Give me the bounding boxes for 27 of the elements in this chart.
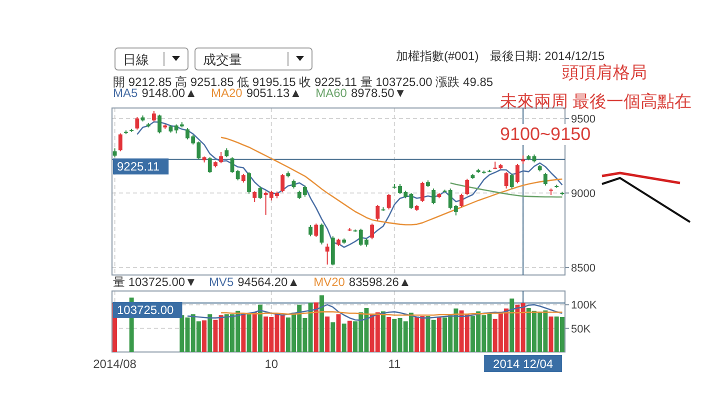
text: 8978.50▼ [350, 86, 406, 100]
x-tick-label: 11 [388, 357, 401, 371]
ref-line-label: 103725.00 [117, 302, 174, 317]
note: 9100~9150 [498, 124, 593, 145]
y-tick-label: 9000 [571, 188, 596, 200]
text: 9051.13▲ [246, 86, 302, 100]
series-label: MV20 [314, 275, 346, 289]
text: 9148.00▲ [142, 86, 197, 100]
chart-subtitle: 最後日期: 2014/12/15 [490, 49, 606, 63]
text: MV5 [208, 275, 234, 289]
x-tick-label: 10 [264, 357, 278, 371]
text: 頭頂肩格局 [562, 63, 647, 82]
dropdown: 日線 [114, 48, 188, 70]
y-tick-label: 8500 [571, 262, 596, 275]
text: 94564.20▲ [238, 275, 300, 289]
text: 量 103725.00▼ [113, 275, 197, 289]
text: 開 9212.85 高 9251.85 低 9195.15 收 9225.11 量 103725.00 漲跌 49.85 [113, 75, 494, 89]
y-tick-label: 100K [571, 300, 598, 312]
ref-line-label: 9225.11 [117, 159, 160, 174]
x-tick-label: 2014 12/04 [493, 357, 554, 371]
text: MA60 [316, 86, 348, 100]
chart-title: 加權指數(#001) [396, 49, 479, 63]
x-tick-label: 2014/08 [93, 357, 137, 371]
dropdown: 成交量 [194, 48, 312, 70]
y-tick-label: 9500 [571, 113, 596, 126]
y-tick-label: 50K [571, 323, 592, 336]
text: 83598.26▲ [348, 275, 411, 289]
